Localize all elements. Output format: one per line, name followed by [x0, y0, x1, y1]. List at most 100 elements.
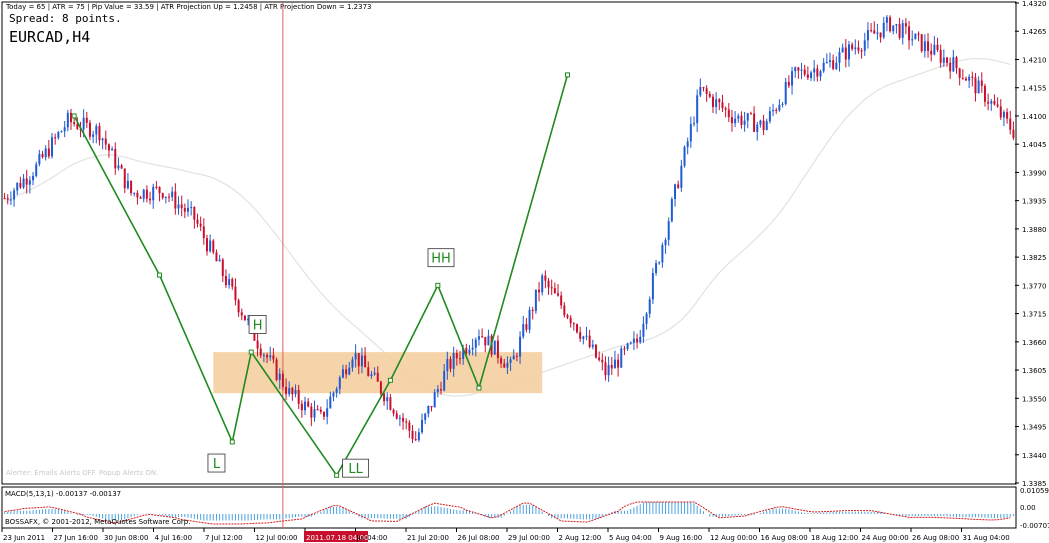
candle-body	[509, 359, 512, 363]
candle-body	[373, 372, 376, 375]
candle-body	[477, 336, 480, 340]
candle-body	[288, 387, 291, 395]
candle-body	[389, 397, 392, 410]
price-tick-label: 1.4155	[1022, 85, 1047, 93]
candle-body	[174, 191, 177, 209]
candle-body	[579, 332, 582, 339]
candle-body	[63, 127, 66, 132]
candle-body	[506, 362, 509, 368]
candle-body	[923, 41, 926, 52]
candle-body	[964, 78, 967, 81]
candle-body	[183, 208, 186, 212]
time-tick-label: 2011.07.18 04:00	[306, 534, 368, 542]
candle-body	[832, 60, 835, 69]
candle-body	[468, 349, 471, 354]
candle-body	[968, 76, 971, 81]
candle-body	[41, 153, 44, 158]
candle-body	[898, 24, 901, 38]
candle-body	[95, 126, 98, 135]
zigzag-point	[71, 113, 77, 119]
candle-body	[648, 299, 651, 314]
candle-body	[13, 190, 16, 200]
candle-body	[3, 198, 6, 200]
zigzag-point	[476, 385, 482, 391]
candle-body	[604, 362, 607, 376]
candle-body	[844, 47, 847, 60]
candle-body	[196, 219, 199, 224]
candle-body	[215, 252, 218, 262]
zigzag-point	[565, 72, 571, 78]
candle-body	[443, 371, 446, 391]
candle-body	[300, 403, 303, 411]
candle-body	[958, 68, 961, 78]
time-tick-label: 12 Aug 00:00	[710, 534, 757, 542]
price-tick-label: 1.3715	[1022, 311, 1047, 319]
candle-body	[152, 186, 155, 201]
candle-body	[885, 17, 888, 23]
candle-body	[57, 132, 60, 138]
price-tick-label: 1.4265	[1022, 28, 1047, 36]
candle-body	[557, 293, 560, 296]
candle-body	[329, 396, 332, 409]
candle-body	[806, 74, 809, 78]
candle-body	[221, 259, 224, 277]
candle-body	[111, 148, 114, 151]
pivot-label: LL	[348, 462, 363, 477]
candle-body	[256, 340, 259, 349]
candle-body	[775, 110, 778, 112]
main-panel-frame	[1, 1, 1017, 485]
time-tick-label: 26 Jul 08:00	[458, 534, 500, 542]
candle-body	[961, 77, 964, 79]
candle-body	[436, 389, 439, 393]
candle-body	[446, 359, 449, 372]
candle-body	[525, 324, 528, 330]
candle-body	[123, 168, 126, 189]
candle-body	[711, 96, 714, 108]
candle-body	[971, 76, 974, 78]
candle-body	[655, 263, 658, 274]
candle-body	[531, 309, 534, 311]
price-tick-label: 1.4100	[1022, 113, 1047, 121]
candle-body	[756, 124, 759, 132]
zigzag-point	[229, 439, 235, 445]
candle-body	[629, 342, 632, 344]
candle-body	[54, 137, 57, 139]
candle-body	[613, 359, 616, 369]
candle-body	[484, 337, 487, 346]
candle-body	[424, 413, 427, 420]
candle-body	[610, 365, 613, 369]
candle-body	[702, 87, 705, 89]
candle-body	[307, 401, 310, 407]
candle-body	[512, 355, 515, 360]
candle-body	[784, 81, 787, 104]
candle-body	[914, 33, 917, 40]
candle-body	[481, 336, 484, 338]
candle-body	[759, 120, 762, 125]
candle-body	[753, 113, 756, 132]
candle-body	[395, 413, 398, 419]
candle-body	[332, 392, 335, 397]
candle-body	[35, 164, 38, 176]
candle-body	[247, 319, 250, 321]
candle-body	[275, 359, 278, 381]
candle-body	[304, 401, 307, 411]
candle-body	[402, 417, 405, 422]
price-axis: 1.4320 1.4265 1.4210 1.4155 1.4100 1.4045 1.39…	[1015, 0, 1049, 530]
candle-body	[6, 198, 9, 200]
candle-body	[999, 106, 1002, 118]
macd-axis-label: 0.01059	[1020, 487, 1049, 495]
candle-body	[28, 180, 31, 185]
time-tick-label: 16 Aug 08:00	[761, 534, 808, 542]
candle-body	[515, 355, 518, 357]
time-tick-label: 9 Aug 16:00	[660, 534, 703, 542]
candle-body	[1002, 112, 1005, 118]
candle-body	[889, 17, 892, 32]
price-tick-label: 1.3990	[1022, 169, 1047, 177]
candle-body	[120, 165, 123, 169]
candle-body	[749, 113, 752, 115]
candle-body	[724, 108, 727, 110]
candle-body	[66, 112, 69, 128]
pivot-label: HH	[431, 252, 451, 267]
candle-body	[645, 313, 648, 324]
